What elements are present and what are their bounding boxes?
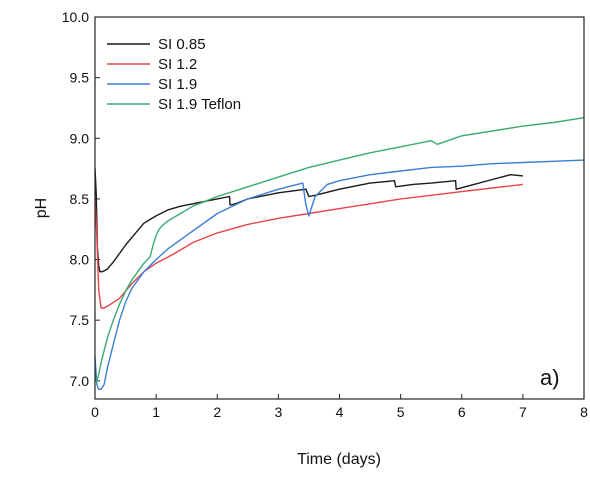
x-tick-label: 8 [580,404,588,420]
x-tick-label: 6 [458,404,466,420]
x-axis-ticks: 0 1 2 3 4 5 6 7 8 [91,394,588,420]
x-tick-label: 3 [274,404,282,420]
legend-label: SI 1.9 [158,76,197,93]
series-line-si-1-2 [94,183,523,309]
series-line-si-1-9 [94,159,585,390]
x-axis-title: Time (days) [297,451,381,468]
legend-label: SI 1.2 [158,56,197,73]
y-axis-title: pH [33,198,50,218]
legend-label: SI 1.9 Teflon [158,96,241,113]
x-tick-label: 0 [91,404,99,420]
legend: SI 0.85 SI 1.2 SI 1.9 SI 1.9 Teflon [107,36,241,113]
x-tick-label: 1 [152,404,160,420]
series-line-si-0-85 [94,168,523,273]
y-tick-label: 9.5 [70,70,90,86]
y-axis-ticks: 7.0 7.5 8.0 8.5 9.0 9.5 10.0 [62,9,100,389]
y-tick-label: 9.0 [70,130,90,146]
y-tick-label: 7.0 [70,373,90,389]
x-tick-label: 2 [213,404,221,420]
y-tick-label: 8.5 [70,191,90,207]
legend-label: SI 0.85 [158,36,206,53]
x-tick-label: 4 [336,404,344,420]
y-tick-label: 10.0 [62,9,89,25]
x-tick-label: 5 [397,404,405,420]
series-line-si-1-9-teflon [94,117,585,382]
x-tick-label: 7 [519,404,527,420]
y-tick-label: 7.5 [70,312,90,328]
plot-frame [94,16,585,400]
panel-label: a) [540,365,560,390]
series-lines [94,117,585,390]
y-tick-label: 8.0 [70,252,90,268]
